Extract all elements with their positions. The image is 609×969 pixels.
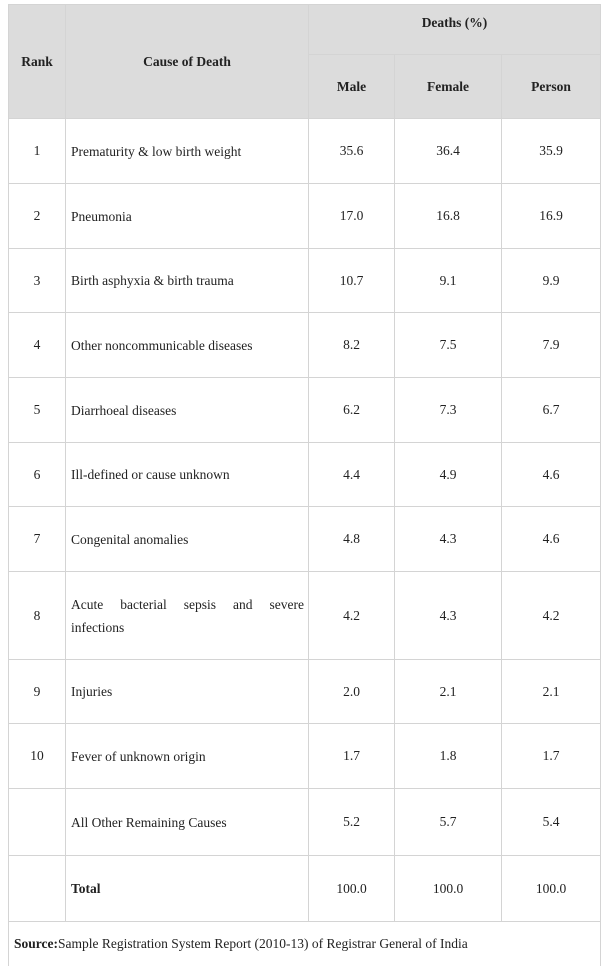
cell-female: 7.3: [394, 377, 502, 443]
header-cause: Cause of Death: [65, 4, 309, 119]
cell-male: 10.7: [308, 248, 395, 313]
cell-cause: Ill-defined or cause unknown: [65, 442, 309, 507]
table-row: 7 Congenital anomalies 4.8 4.3 4.6: [8, 506, 601, 572]
cell-person: 4.6: [501, 506, 601, 572]
source-text: Sample Registration System Report (2010-…: [58, 935, 468, 951]
cell-person: 4.2: [501, 571, 601, 660]
cell-rank: 3: [8, 248, 66, 313]
cell-person: 35.9: [501, 118, 601, 184]
cell-rank: 5: [8, 377, 66, 443]
cell-female: 1.8: [394, 723, 502, 789]
cell-rank: 8: [8, 571, 66, 660]
deaths-table: Rank Cause of Death Deaths (%) Male Fema…: [8, 4, 601, 966]
table-row: All Other Remaining Causes 5.2 5.7 5.4: [8, 788, 601, 856]
cell-person: 5.4: [501, 788, 601, 856]
cell-female: 5.7: [394, 788, 502, 856]
cell-female: 100.0: [394, 855, 502, 922]
header-male: Male: [308, 54, 395, 119]
cell-male: 35.6: [308, 118, 395, 184]
cell-female: 9.1: [394, 248, 502, 313]
cell-female: 2.1: [394, 659, 502, 724]
cell-cause: Injuries: [65, 659, 309, 724]
cell-male: 8.2: [308, 312, 395, 378]
header-deaths: Deaths (%): [308, 4, 601, 55]
cell-male: 4.2: [308, 571, 395, 660]
cell-cause: Prematurity & low birth weight: [65, 118, 309, 184]
cell-male: 1.7: [308, 723, 395, 789]
table-row: 2 Pneumonia 17.0 16.8 16.9: [8, 183, 601, 249]
table-row: 9 Injuries 2.0 2.1 2.1: [8, 659, 601, 724]
cell-female: 4.3: [394, 571, 502, 660]
cell-person: 2.1: [501, 659, 601, 724]
header-rank: Rank: [8, 4, 66, 119]
table-row: 1 Prematurity & low birth weight 35.6 36.4 3…: [8, 118, 601, 184]
cell-rank: [8, 855, 66, 922]
cell-cause: Birth asphyxia & birth trauma: [65, 248, 309, 313]
cell-cause: Other noncommunicable diseases: [65, 312, 309, 378]
cell-rank: 10: [8, 723, 66, 789]
cell-cause: Fever of unknown origin: [65, 723, 309, 789]
cell-cause: Acute bacterial sepsis and severe infect…: [65, 571, 309, 660]
cell-female: 36.4: [394, 118, 502, 184]
cell-female: 7.5: [394, 312, 502, 378]
cell-person: 1.7: [501, 723, 601, 789]
cell-cause: Pneumonia: [65, 183, 309, 249]
table-row: 10 Fever of unknown origin 1.7 1.8 1.7: [8, 723, 601, 789]
cell-female: 4.9: [394, 442, 502, 507]
cell-male: 4.8: [308, 506, 395, 572]
cell-person: 16.9: [501, 183, 601, 249]
cell-rank: 4: [8, 312, 66, 378]
cell-female: 4.3: [394, 506, 502, 572]
cell-cause: Diarrhoeal diseases: [65, 377, 309, 443]
cell-person: 100.0: [501, 855, 601, 922]
table-row: Total 100.0 100.0 100.0: [8, 855, 601, 922]
cell-female: 16.8: [394, 183, 502, 249]
cell-cause: Total: [65, 855, 309, 922]
cell-person: 4.6: [501, 442, 601, 507]
cell-rank: 7: [8, 506, 66, 572]
table-row: 6 Ill-defined or cause unknown 4.4 4.9 4.6: [8, 442, 601, 507]
cell-rank: [8, 788, 66, 856]
cell-male: 5.2: [308, 788, 395, 856]
cell-cause: Congenital anomalies: [65, 506, 309, 572]
table-row: 4 Other noncommunicable diseases 8.2 7.5 7.9: [8, 312, 601, 378]
cell-rank: 1: [8, 118, 66, 184]
table-body: 1 Prematurity & low birth weight 35.6 36.4 3…: [8, 118, 601, 922]
cell-rank: 6: [8, 442, 66, 507]
header-person: Person: [501, 54, 601, 119]
table-row: 3 Birth asphyxia & birth trauma 10.7 9.1 9.9: [8, 248, 601, 313]
cell-male: 2.0: [308, 659, 395, 724]
cell-rank: 9: [8, 659, 66, 724]
cell-person: 6.7: [501, 377, 601, 443]
cell-male: 4.4: [308, 442, 395, 507]
cell-person: 7.9: [501, 312, 601, 378]
cell-male: 17.0: [308, 183, 395, 249]
cell-male: 6.2: [308, 377, 395, 443]
source: Source:Sample Registration System Report…: [8, 921, 601, 966]
cell-cause: All Other Remaining Causes: [65, 788, 309, 856]
cell-rank: 2: [8, 183, 66, 249]
table-row: 8 Acute bacterial sepsis and severe infec…: [8, 571, 601, 660]
table-row: 5 Diarrhoeal diseases 6.2 7.3 6.7: [8, 377, 601, 443]
cell-person: 9.9: [501, 248, 601, 313]
cell-male: 100.0: [308, 855, 395, 922]
source-label: Source:: [14, 935, 58, 951]
header-female: Female: [394, 54, 502, 119]
